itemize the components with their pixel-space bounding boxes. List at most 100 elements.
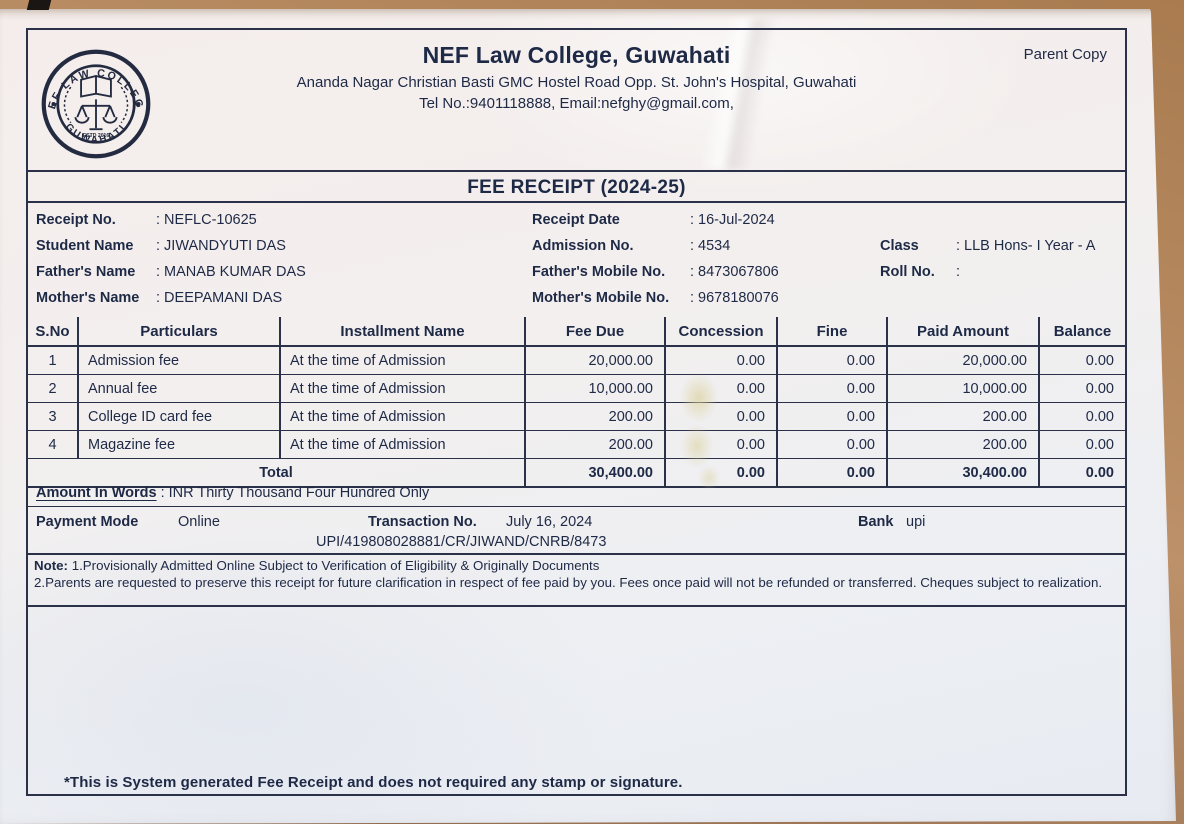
cell-balance: 0.00 (1038, 402, 1125, 431)
col-fee-due: Fee Due (524, 317, 665, 347)
admission-no-value: : 4534 (690, 238, 731, 254)
total-balance: 0.00 (1038, 458, 1125, 488)
mother-name-label: Mother's Name (36, 290, 140, 306)
college-contact: Tel No.:9401118888, Email:nefghy@gmail.c… (419, 95, 734, 112)
cell-installment: At the time of Admission (279, 346, 525, 375)
father-mobile-label: Father's Mobile No. (532, 264, 666, 280)
father-name-value: : MANAB KUMAR DAS (156, 264, 306, 280)
cell-fine: 0.00 (776, 430, 887, 459)
table-row: 1 Admission fee At the time of Admission… (28, 346, 1125, 375)
col-sno: S.No (28, 317, 78, 347)
cell-fee-due: 200.00 (524, 430, 665, 459)
amount-in-words-row: Amount In Words : INR Thirty Thousand Fo… (28, 480, 1125, 507)
total-fine: 0.00 (776, 458, 887, 488)
transaction-date: July 16, 2024 (506, 514, 593, 530)
svg-text:NEF LAW COLLEGE: NEF LAW COLLEGE (40, 48, 146, 111)
cell-installment: At the time of Admission (279, 430, 525, 459)
fee-table-section: S.No Particulars Installment Name Fee Du… (28, 317, 1125, 488)
cell-balance: 0.00 (1038, 346, 1125, 375)
info-row: Father's Name : MANAB KUMAR DAS Father's… (28, 259, 1125, 285)
cell-sno: 2 (28, 374, 78, 403)
total-paid: 30,400.00 (886, 458, 1039, 488)
cell-paid: 10,000.00 (886, 374, 1039, 403)
receipt-paper: NEF LAW COLLEGE GUWAHATI (0, 9, 1176, 824)
roll-no-value: : (956, 264, 961, 280)
open-book-icon (80, 75, 112, 98)
col-balance: Balance (1038, 317, 1125, 347)
receipt-date-value: : 16-Jul-2024 (690, 212, 775, 228)
note-line1: 1.Provisionally Admitted Online Subject … (71, 558, 600, 573)
bank-value: upi (906, 514, 926, 530)
cell-installment: At the time of Admission (279, 374, 525, 403)
payment-mode-value: Online (178, 514, 220, 530)
class-label: Class (880, 238, 919, 254)
payment-section: Payment Mode Online Transaction No. July… (28, 507, 1125, 555)
cell-concession: 0.00 (664, 430, 777, 459)
col-paid: Paid Amount (886, 317, 1039, 347)
cell-fee-due: 200.00 (524, 402, 665, 431)
cell-concession: 0.00 (664, 346, 777, 375)
college-name: NEF Law College, Guwahati (422, 42, 731, 68)
note-line2: 2.Parents are requested to preserve this… (34, 574, 1103, 590)
amount-in-words-value: : INR Thirty Thousand Four Hundred Only (160, 485, 430, 501)
payment-mode-label: Payment Mode (36, 514, 139, 530)
student-name-label: Student Name (36, 238, 134, 254)
cell-balance: 0.00 (1038, 374, 1125, 403)
college-seal-logo: NEF LAW COLLEGE GUWAHATI (40, 48, 151, 159)
col-installment: Installment Name (279, 317, 525, 347)
admission-no-label: Admission No. (532, 238, 634, 254)
cell-fee-due: 20,000.00 (524, 346, 665, 375)
bank-label: Bank (858, 514, 894, 530)
table-header-row: S.No Particulars Installment Name Fee Du… (28, 317, 1125, 347)
footer-section: ε *This is System generated Fee Receipt … (28, 607, 1125, 792)
cell-fine: 0.00 (776, 402, 887, 431)
college-address: Ananda Nagar Christian Basti GMC Hostel … (296, 74, 857, 91)
note-section: Note: 1.Provisionally Admitted Online Su… (28, 555, 1125, 607)
receipt-header: NEF LAW COLLEGE GUWAHATI (28, 30, 1125, 170)
cell-paid: 200.00 (886, 402, 1039, 431)
cell-sno: 4 (28, 430, 78, 459)
father-name-label: Father's Name (36, 264, 136, 280)
cell-sno: 3 (28, 402, 78, 431)
cell-sno: 1 (28, 346, 78, 375)
amount-in-words-label: Amount In Words (36, 485, 157, 501)
cell-particulars: Admission fee (77, 346, 280, 375)
student-info-section: Receipt No. : NEFLC-10625 Receipt Date :… (28, 203, 1125, 317)
class-value: : LLB Hons- I Year - A (956, 238, 1096, 254)
system-generated-footnote: *This is System generated Fee Receipt an… (64, 774, 683, 791)
cell-installment: At the time of Admission (279, 402, 525, 431)
col-particulars: Particulars (77, 317, 280, 347)
cell-particulars: College ID card fee (77, 402, 280, 431)
cell-paid: 20,000.00 (886, 346, 1039, 375)
cell-paid: 200.00 (886, 430, 1039, 459)
receipt-no-label: Receipt No. (36, 212, 116, 228)
seal-top-text: NEF LAW COLLEGE (40, 48, 144, 111)
transaction-ref: UPI/419808028881/CR/JIWAND/CNRB/8473 (316, 534, 607, 550)
receipt-title: FEE RECEIPT (2024-25) (28, 170, 1125, 203)
info-row: Receipt No. : NEFLC-10625 Receipt Date :… (28, 207, 1125, 233)
table-row: 4 Magazine fee At the time of Admission … (28, 430, 1125, 459)
info-row: Student Name : JIWANDYUTI DAS Admission … (28, 233, 1125, 259)
note-label: Note: (34, 558, 68, 573)
copy-label: Parent Copy (1023, 46, 1107, 63)
laurel-wreath-icon (63, 86, 129, 124)
mother-name-value: : DEEPAMANI DAS (156, 290, 283, 306)
background-notch (26, 0, 52, 10)
total-label: Total (28, 458, 525, 488)
cell-concession: 0.00 (664, 374, 777, 403)
student-name-value: : JIWANDYUTI DAS (156, 238, 286, 254)
cell-balance: 0.00 (1038, 430, 1125, 459)
roll-no-label: Roll No. (880, 264, 935, 280)
table-row: 2 Annual fee At the time of Admission 10… (28, 374, 1125, 403)
father-mobile-value: : 8473067806 (690, 264, 779, 280)
fee-table: S.No Particulars Installment Name Fee Du… (28, 317, 1125, 488)
receipt-outer-frame: NEF LAW COLLEGE GUWAHATI (26, 28, 1127, 796)
cell-particulars: Magazine fee (77, 430, 280, 459)
cell-fine: 0.00 (776, 374, 887, 403)
transaction-no-label: Transaction No. (368, 514, 477, 530)
mother-mobile-label: Mother's Mobile No. (532, 290, 670, 306)
cell-fine: 0.00 (776, 346, 887, 375)
receipt-date-label: Receipt Date (532, 212, 620, 228)
scales-of-justice-icon (74, 99, 118, 131)
receipt-no-value: : NEFLC-10625 (156, 212, 257, 228)
